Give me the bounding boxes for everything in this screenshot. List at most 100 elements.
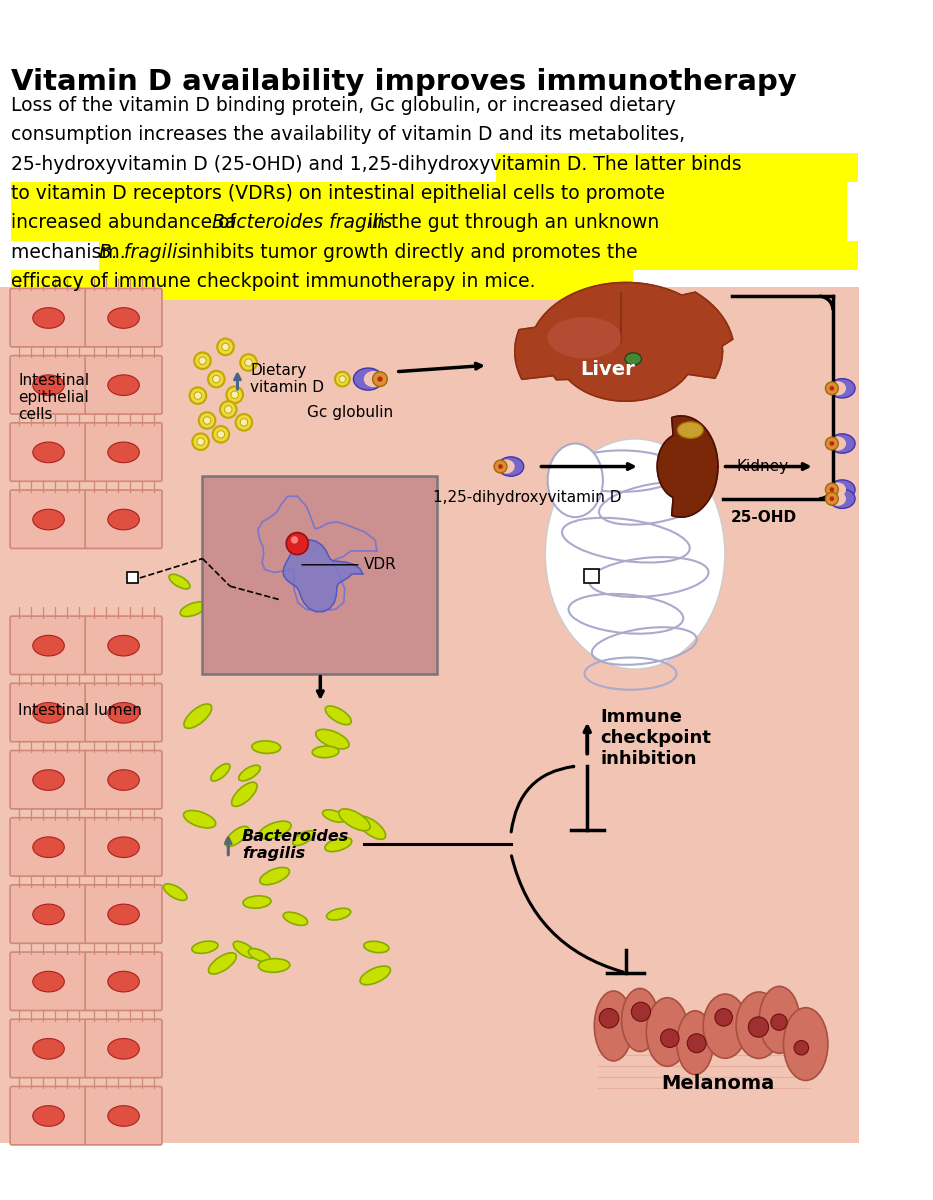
FancyBboxPatch shape (85, 683, 162, 742)
FancyBboxPatch shape (10, 683, 87, 742)
Circle shape (826, 492, 839, 505)
Circle shape (715, 1009, 732, 1026)
Text: Loss of the vitamin D binding protein, Gc globulin, or increased dietary: Loss of the vitamin D binding protein, G… (11, 96, 675, 115)
FancyBboxPatch shape (10, 952, 87, 1010)
Circle shape (771, 1014, 787, 1031)
Bar (11, 182, 847, 211)
Ellipse shape (243, 896, 272, 908)
Text: Intestinal lumen: Intestinal lumen (19, 703, 143, 718)
Text: Dietary
vitamin D: Dietary vitamin D (250, 362, 325, 395)
Ellipse shape (211, 763, 230, 781)
Circle shape (213, 376, 220, 383)
Ellipse shape (548, 444, 603, 517)
Ellipse shape (33, 442, 64, 463)
Ellipse shape (784, 1008, 828, 1080)
Ellipse shape (108, 635, 139, 656)
Ellipse shape (284, 912, 308, 925)
Circle shape (227, 386, 243, 403)
Text: Bacteroides fragilis: Bacteroides fragilis (212, 214, 392, 233)
Text: increased abundance of: increased abundance of (11, 214, 242, 233)
Ellipse shape (676, 1010, 714, 1074)
FancyBboxPatch shape (85, 884, 162, 943)
Circle shape (748, 1016, 769, 1037)
Ellipse shape (192, 941, 218, 953)
Ellipse shape (339, 809, 370, 830)
Ellipse shape (703, 994, 747, 1058)
Ellipse shape (272, 505, 299, 520)
Circle shape (231, 391, 239, 398)
FancyBboxPatch shape (10, 1019, 87, 1078)
Circle shape (199, 356, 206, 365)
Ellipse shape (108, 904, 139, 925)
Text: consumption increases the availability of vitamin D and its metabolites,: consumption increases the availability o… (11, 125, 685, 144)
Circle shape (498, 464, 503, 469)
Circle shape (213, 426, 230, 443)
Ellipse shape (33, 769, 64, 791)
Ellipse shape (33, 1038, 64, 1060)
Circle shape (377, 377, 383, 382)
Ellipse shape (163, 884, 187, 900)
FancyBboxPatch shape (10, 616, 87, 674)
Ellipse shape (288, 550, 319, 563)
Circle shape (829, 386, 834, 391)
Ellipse shape (293, 830, 314, 846)
Ellipse shape (259, 821, 291, 839)
Ellipse shape (325, 838, 352, 852)
Text: 25-hydroxyvitamin D (25-OHD) and 1,25-dihydroxyvitamin D. The latter binds: 25-hydroxyvitamin D (25-OHD) and 1,25-di… (11, 155, 742, 174)
Ellipse shape (108, 971, 139, 992)
Ellipse shape (184, 810, 216, 828)
Circle shape (240, 354, 257, 371)
Polygon shape (657, 416, 717, 517)
Bar (584, 569, 599, 583)
FancyBboxPatch shape (10, 490, 87, 548)
Circle shape (372, 372, 387, 386)
Text: Immune
checkpoint
inhibition: Immune checkpoint inhibition (600, 708, 711, 768)
Circle shape (291, 536, 299, 544)
Text: Vitamin D availability improves immunotherapy: Vitamin D availability improves immunoth… (11, 68, 797, 96)
Circle shape (244, 359, 252, 366)
Circle shape (236, 414, 252, 431)
Text: Bacteroides
fragilis: Bacteroides fragilis (242, 829, 349, 862)
Circle shape (829, 442, 834, 446)
Ellipse shape (829, 379, 855, 398)
FancyBboxPatch shape (10, 1086, 87, 1145)
Circle shape (829, 487, 834, 492)
Circle shape (194, 353, 211, 368)
Text: Intestinal
epithelial
cells: Intestinal epithelial cells (19, 373, 90, 422)
FancyBboxPatch shape (85, 1019, 162, 1078)
Ellipse shape (357, 816, 385, 839)
Ellipse shape (829, 437, 846, 451)
Ellipse shape (33, 307, 64, 329)
Circle shape (826, 382, 839, 395)
Ellipse shape (829, 480, 855, 499)
Ellipse shape (594, 991, 633, 1061)
Circle shape (286, 533, 308, 554)
Ellipse shape (108, 442, 139, 463)
Ellipse shape (33, 836, 64, 858)
Text: in the gut through an unknown: in the gut through an unknown (362, 214, 659, 233)
FancyBboxPatch shape (85, 750, 162, 809)
Ellipse shape (33, 635, 64, 656)
Ellipse shape (625, 353, 642, 365)
Circle shape (222, 343, 230, 350)
Ellipse shape (180, 602, 206, 617)
Text: mechanism.: mechanism. (11, 242, 132, 262)
FancyBboxPatch shape (10, 817, 87, 876)
Circle shape (494, 460, 507, 473)
FancyBboxPatch shape (10, 288, 87, 347)
Circle shape (240, 419, 247, 426)
FancyBboxPatch shape (10, 422, 87, 481)
Circle shape (632, 1002, 650, 1021)
Bar (100, 241, 857, 270)
Ellipse shape (208, 953, 236, 974)
Ellipse shape (829, 482, 846, 497)
Ellipse shape (233, 941, 257, 958)
Bar (11, 270, 634, 300)
Ellipse shape (33, 509, 64, 530)
Polygon shape (515, 282, 732, 401)
Polygon shape (258, 496, 377, 611)
Ellipse shape (315, 730, 349, 749)
Bar (496, 152, 857, 182)
Circle shape (192, 433, 209, 450)
Ellipse shape (736, 992, 782, 1058)
